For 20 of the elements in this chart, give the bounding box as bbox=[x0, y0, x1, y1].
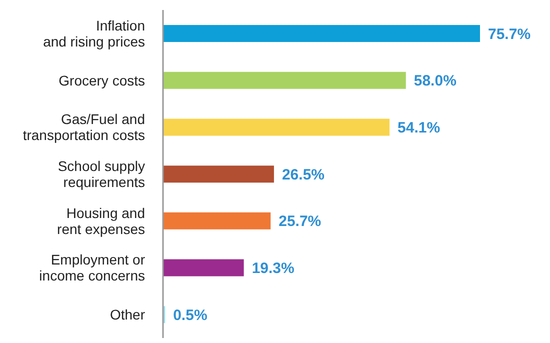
y-tick-label: Employment or income concerns bbox=[39, 252, 146, 284]
bar bbox=[163, 166, 274, 183]
y-tick-label: Other bbox=[110, 306, 146, 323]
data-label: 75.7% bbox=[488, 26, 531, 43]
y-tick-label: Inflation and rising prices bbox=[43, 17, 145, 50]
data-label: 19.3% bbox=[252, 260, 294, 278]
y-tick-label: Housing and rent expenses bbox=[57, 204, 145, 237]
data-label: 25.7% bbox=[278, 213, 322, 230]
bar bbox=[163, 118, 390, 136]
y-tick-label: Gas/Fuel and transportation costs bbox=[22, 111, 145, 144]
bar bbox=[163, 72, 406, 89]
bar bbox=[163, 24, 480, 42]
bar bbox=[163, 259, 244, 276]
data-label: 0.5% bbox=[173, 306, 208, 324]
y-tick-label: Grocery costs bbox=[58, 72, 145, 88]
data-label: 58.0% bbox=[414, 72, 456, 90]
data-label: 54.1% bbox=[398, 120, 440, 137]
y-tick-label: School supply requirements bbox=[58, 158, 145, 190]
bar bbox=[163, 212, 271, 230]
data-label: 26.5% bbox=[282, 166, 325, 184]
